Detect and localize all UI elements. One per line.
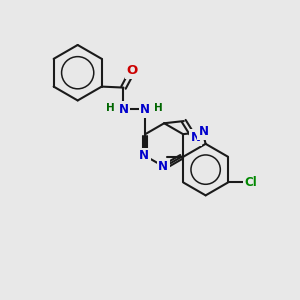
Text: N: N <box>158 160 168 173</box>
Text: O: O <box>127 64 138 77</box>
Text: N: N <box>199 125 209 139</box>
Text: N: N <box>140 103 150 116</box>
Text: Cl: Cl <box>244 176 257 189</box>
Text: N: N <box>118 103 128 116</box>
Text: H: H <box>154 103 163 113</box>
Text: N: N <box>191 131 201 144</box>
Text: H: H <box>106 103 115 113</box>
Text: N: N <box>139 149 149 162</box>
